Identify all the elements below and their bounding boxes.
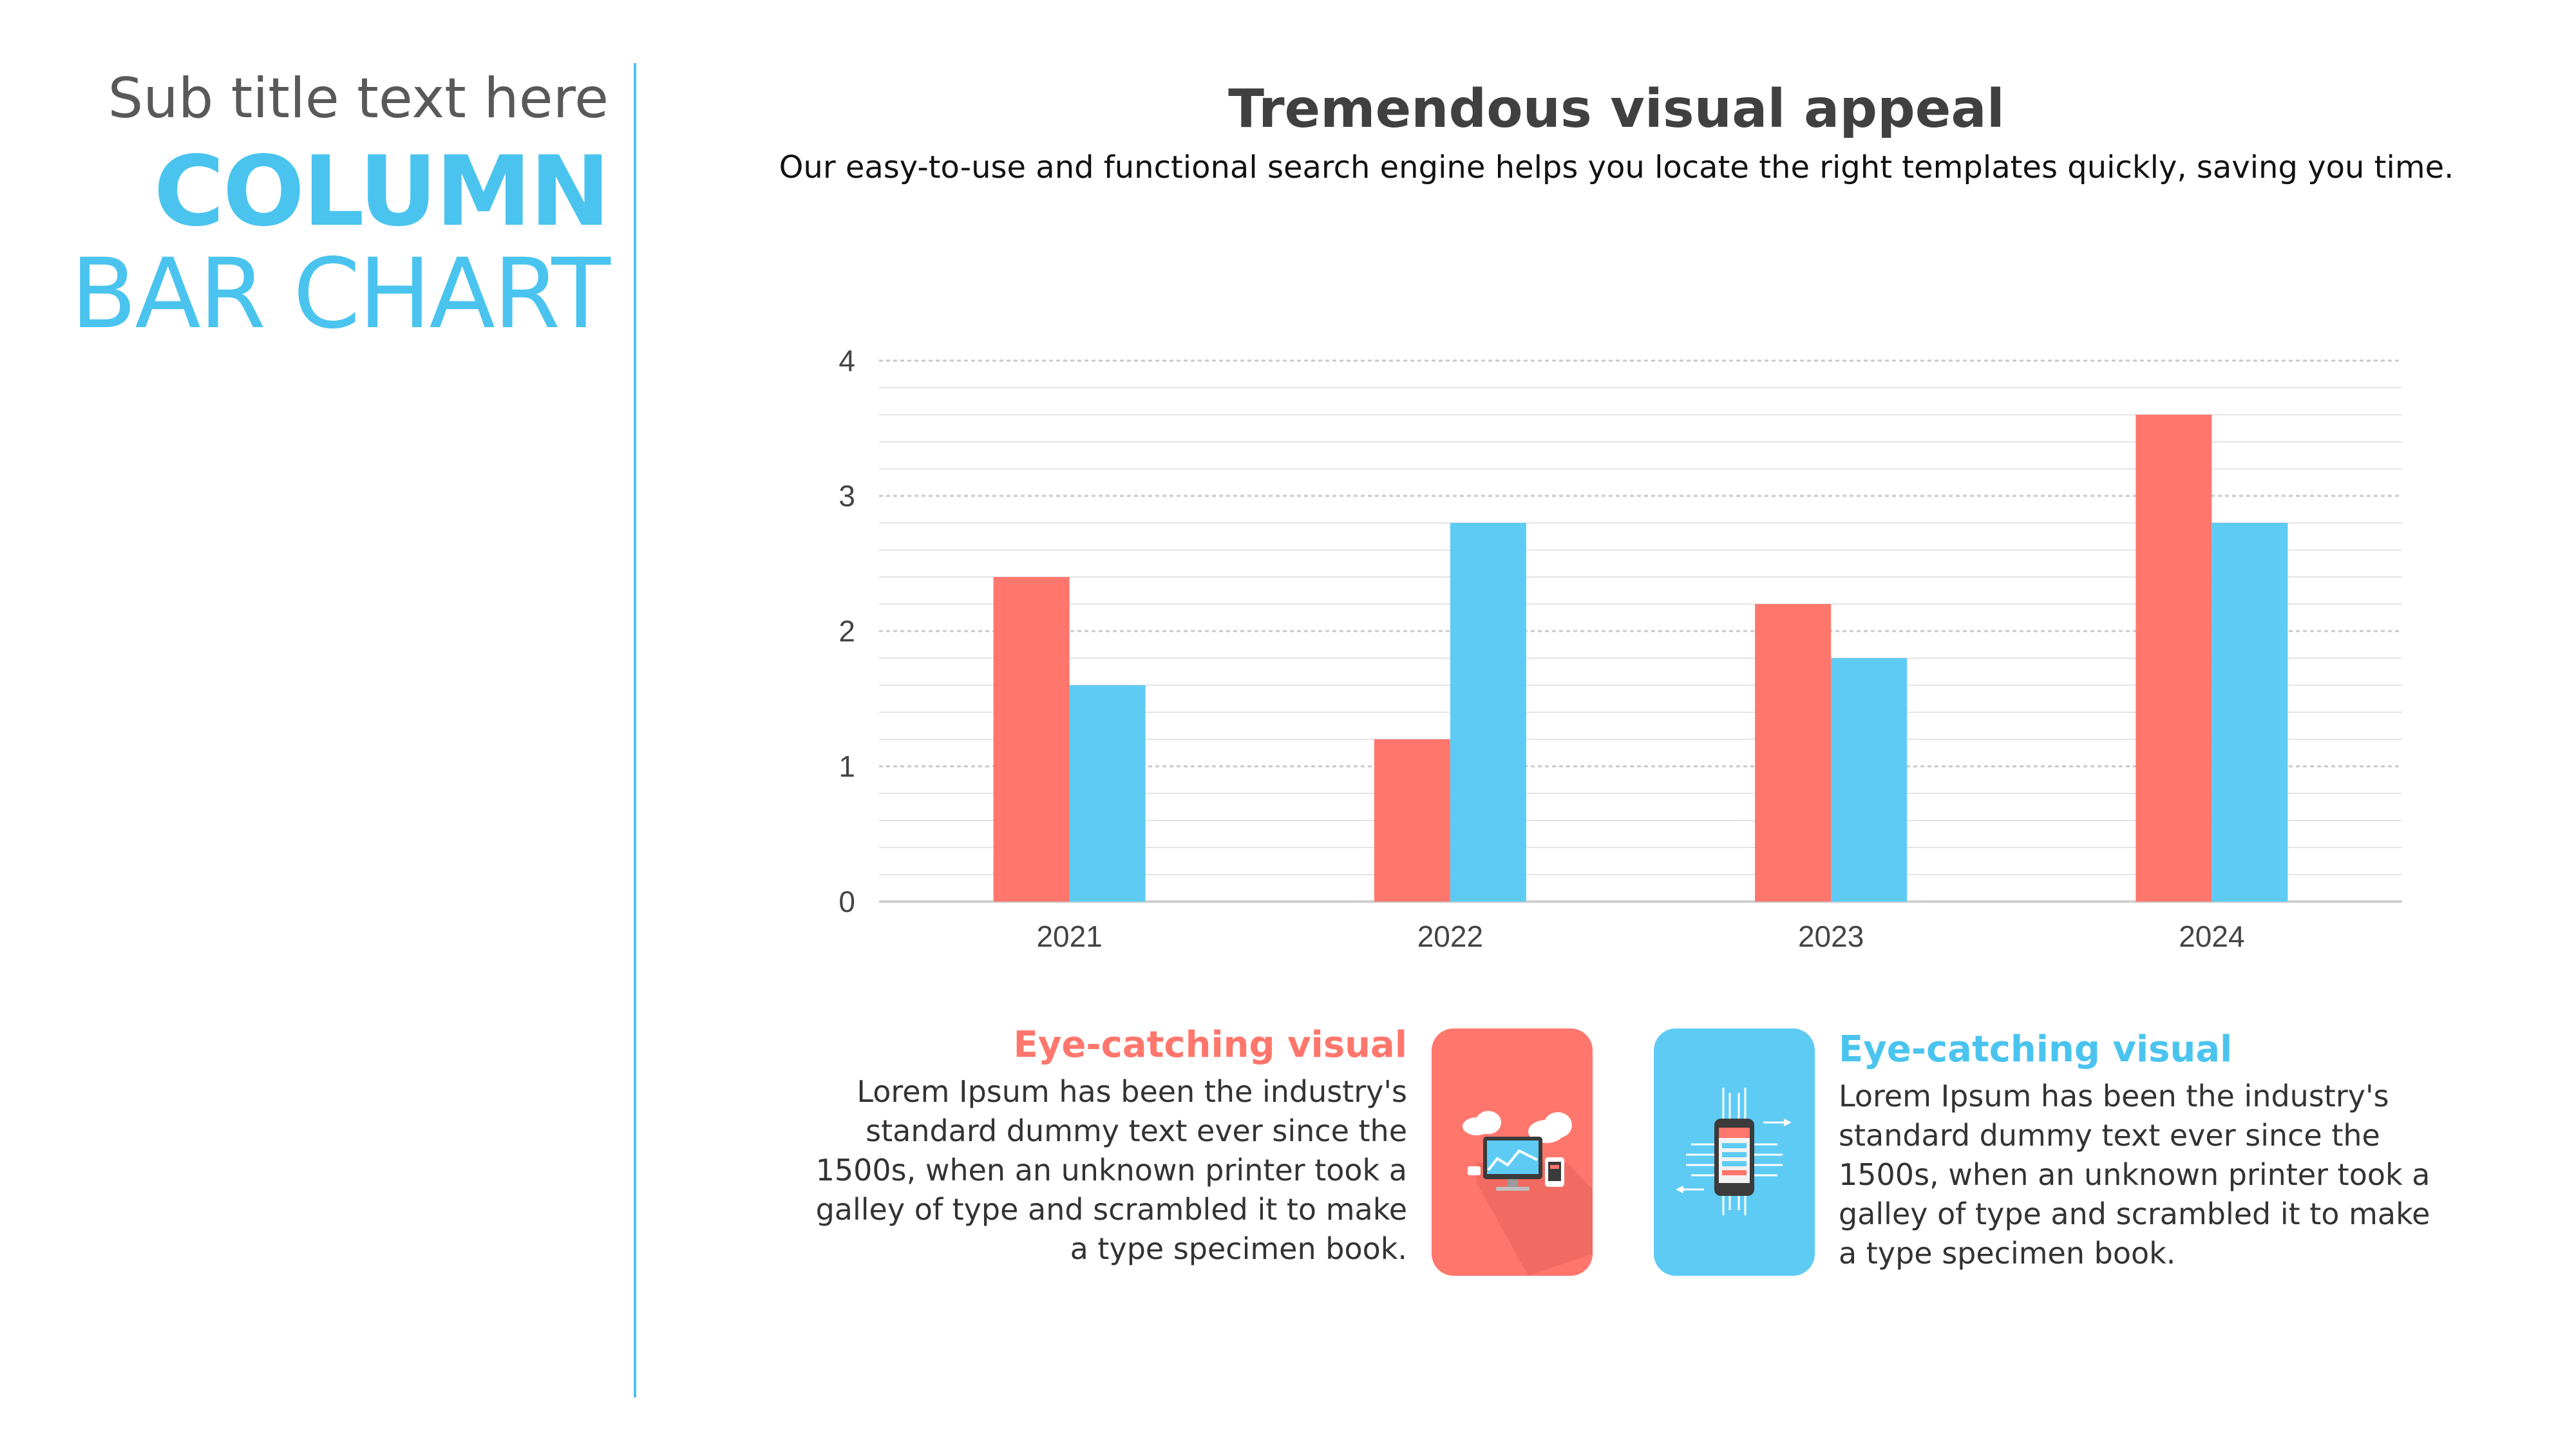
cloud-computer-tile [1432, 1028, 1593, 1276]
bar-2023-series-2 [1831, 658, 1908, 902]
caption-left-body: Lorem Ipsum has been the industry's stan… [816, 1072, 1407, 1269]
caption-left-title: Eye-catching visual [1013, 1024, 1407, 1066]
y-tick-label: 2 [838, 614, 855, 648]
caption-left-line: Lorem Ipsum has been the industry's [857, 1074, 1407, 1109]
caption-left-line: a type specimen book. [1070, 1231, 1407, 1266]
divider-line [634, 63, 636, 1397]
y-tick-label: 0 [838, 885, 855, 918]
title-block: Sub title text here COLUMN BAR CHART [70, 66, 611, 350]
caption-left: Eye-catching visual Lorem Ipsum has been… [816, 1024, 1407, 1269]
title-column: COLUMN [153, 136, 611, 248]
caption-right-line: standard dummy text ever since the [1839, 1118, 2380, 1153]
caption-right-body: Lorem Ipsum has been the industry's stan… [1839, 1077, 2430, 1273]
bar-2021-series-2 [1069, 685, 1146, 902]
bar-2022-series-2 [1450, 523, 1526, 902]
y-tick-label: 1 [838, 750, 855, 783]
y-tick-label: 4 [838, 344, 855, 377]
y-tick-label: 3 [838, 479, 855, 513]
caption-left-line: 1500s, when an unknown printer took a [815, 1153, 1407, 1188]
bar-2023-series-1 [1755, 604, 1832, 902]
bar-2024-series-1 [2136, 415, 2212, 902]
caption-right-line: a type specimen book. [1839, 1236, 2176, 1271]
bar-2024-series-2 [2211, 523, 2288, 902]
chart-lead-text: Our easy-to-use and functional search en… [779, 149, 2454, 185]
caption-left-line: galley of type and scrambled it to make [815, 1192, 1407, 1227]
smartphone-circuit-icon [1676, 1088, 1792, 1215]
subtitle: Sub title text here [108, 66, 609, 131]
bar-2021-series-1 [993, 577, 1070, 902]
column-bar-chart: 0 1 2 3 4 2021 2022 2023 2024 [838, 344, 2402, 953]
caption-right: Eye-catching visual Lorem Ipsum has been… [1839, 1028, 2430, 1273]
caption-right-line: Lorem Ipsum has been the industry's [1839, 1079, 2389, 1113]
caption-right-line: galley of type and scrambled it to make [1839, 1197, 2430, 1231]
x-tick-label: 2022 [1417, 920, 1483, 953]
x-tick-label: 2023 [1798, 920, 1864, 953]
title-bar-chart: BAR CHART [70, 238, 611, 350]
caption-left-line: standard dummy text ever since the [866, 1113, 1407, 1148]
x-tick-label: 2021 [1036, 920, 1102, 953]
x-tick-label: 2024 [2179, 920, 2244, 953]
smartphone-circuit-tile [1654, 1028, 1815, 1276]
cloud-computer-icon [1463, 1111, 1593, 1276]
caption-right-title: Eye-catching visual [1839, 1028, 2233, 1070]
bar-2022-series-1 [1374, 739, 1450, 902]
caption-right-line: 1500s, when an unknown printer took a [1839, 1157, 2430, 1192]
chart-heading: Tremendous visual appeal [1228, 79, 2005, 140]
